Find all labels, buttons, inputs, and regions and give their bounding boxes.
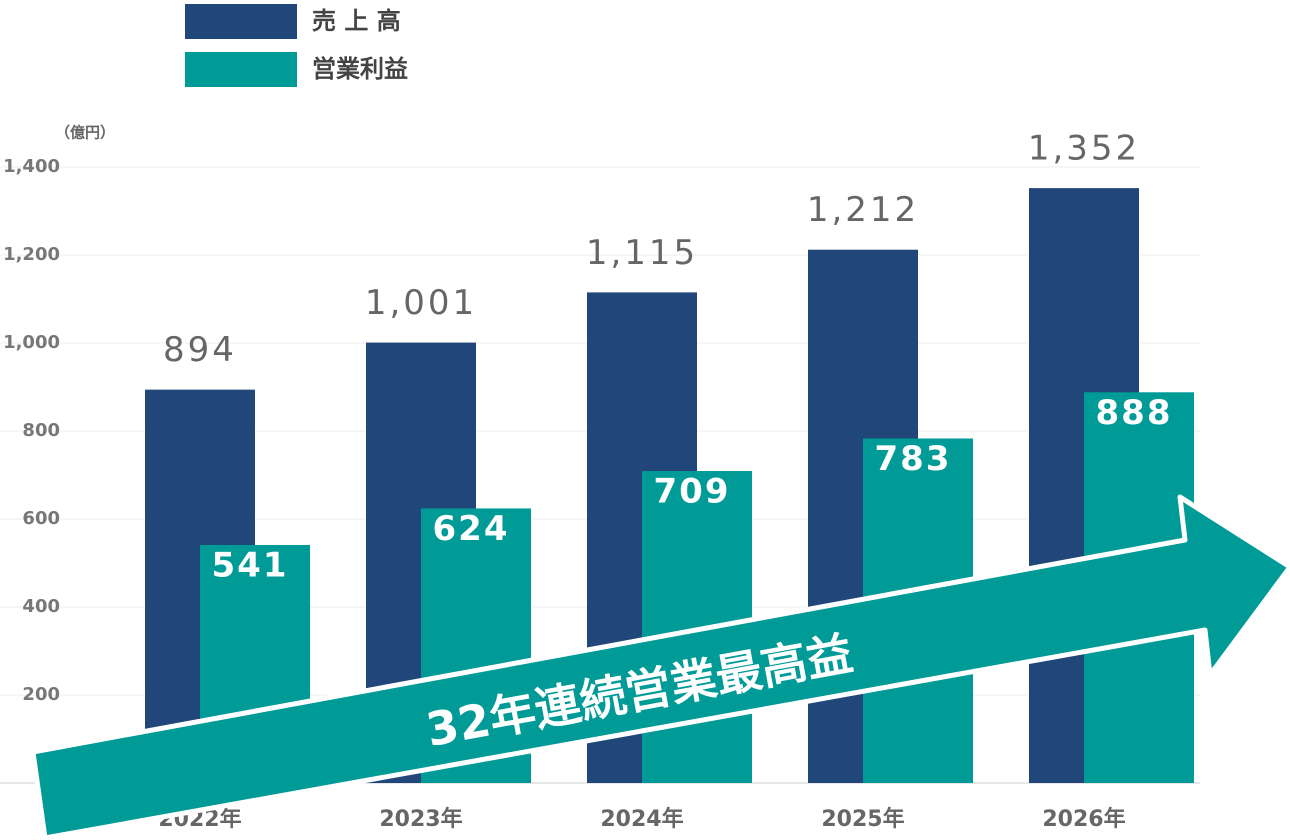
legend-swatch (185, 52, 297, 87)
x-tick-label: 2023年 (379, 806, 462, 832)
legend-swatch (185, 4, 297, 39)
y-tick-label: 1,400 (3, 156, 60, 177)
value-label: 709 (654, 472, 731, 512)
y-tick-label: 400 (22, 596, 60, 617)
x-tick-label: 2025年 (821, 806, 904, 832)
unit-label: （億円） (55, 124, 115, 142)
value-label: 624 (433, 509, 510, 549)
arrow (30, 494, 1290, 840)
value-label: 1,001 (365, 283, 477, 323)
y-tick-label: 200 (22, 684, 60, 705)
value-label: 541 (212, 545, 289, 585)
y-tick-label: 1,200 (3, 244, 60, 265)
value-label: 783 (875, 439, 952, 479)
legend-label: 売 上 高 (312, 7, 401, 35)
value-label: 894 (163, 330, 237, 370)
value-label: 888 (1096, 393, 1173, 433)
y-tick-label: 800 (22, 420, 60, 441)
value-label: 1,212 (807, 190, 919, 230)
y-tick-label: 600 (22, 508, 60, 529)
x-tick-label: 2024年 (600, 806, 683, 832)
x-tick-label: 2026年 (1042, 806, 1125, 832)
legend-label: 営業利益 (312, 55, 408, 83)
value-label: 1,352 (1028, 129, 1140, 169)
value-label: 1,115 (586, 233, 698, 273)
y-tick-label: 1,000 (3, 332, 60, 353)
